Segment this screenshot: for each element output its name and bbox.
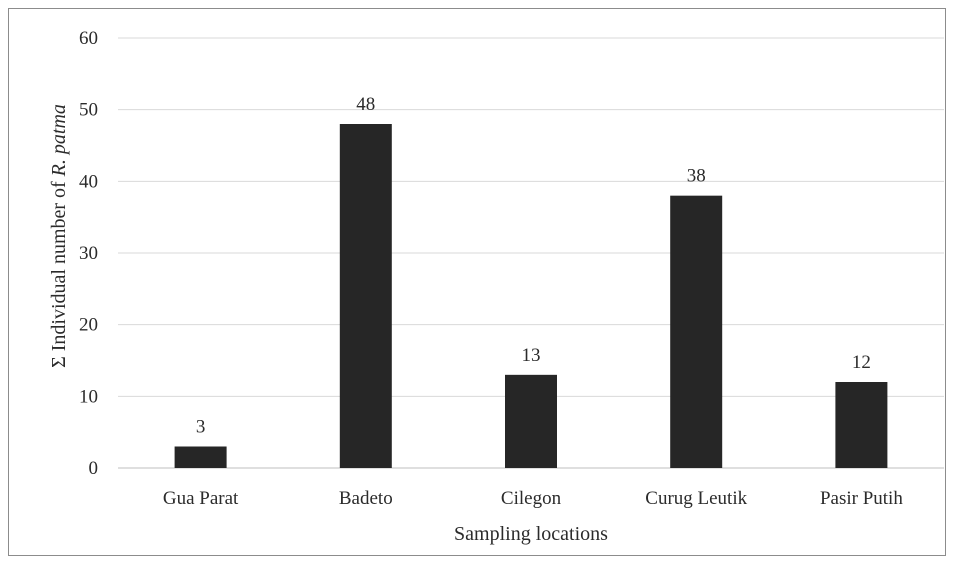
x-tick-label: Gua Parat	[163, 488, 239, 509]
bar-badeto	[339, 124, 392, 468]
y-tick-label: 0	[89, 458, 99, 479]
data-label: 38	[687, 166, 706, 187]
bar-gua-parat	[174, 446, 227, 468]
y-axis-title-prefix: Σ Individual number of	[48, 176, 70, 368]
x-axis-title: Sampling locations	[454, 523, 608, 545]
data-labels: 3 48 13 38 12	[196, 94, 871, 438]
bars	[174, 124, 888, 468]
bar-cilegon	[505, 374, 557, 468]
gridlines	[118, 37, 944, 469]
y-tick-label: 60	[79, 28, 98, 49]
y-tick-label: 30	[79, 243, 98, 264]
chart-frame	[8, 8, 946, 556]
y-axis-ticks: 0 10 20 30 40 50 60	[79, 28, 98, 479]
x-tick-label: Curug Leutik	[645, 488, 747, 509]
bar-curug-leutik	[670, 195, 723, 468]
x-axis-ticks: Gua Parat Badeto Cilegon Curug Leutik Pasir …	[163, 488, 903, 509]
y-tick-label: 20	[79, 315, 98, 336]
y-tick-label: 40	[79, 171, 98, 192]
data-label: 12	[852, 352, 871, 373]
y-tick-label: 50	[79, 100, 98, 121]
y-axis-title-species: R. patma	[48, 104, 70, 177]
x-tick-label: Pasir Putih	[820, 488, 903, 509]
y-tick-label: 10	[79, 386, 98, 407]
data-label: 3	[196, 417, 206, 438]
x-tick-label: Badeto	[339, 488, 393, 509]
data-label: 48	[356, 94, 375, 115]
data-label: 13	[522, 345, 541, 366]
x-tick-label: Cilegon	[501, 488, 562, 509]
y-axis-title: Σ Individual number of R. patma	[48, 104, 70, 368]
bar-pasir-putih	[835, 382, 888, 468]
